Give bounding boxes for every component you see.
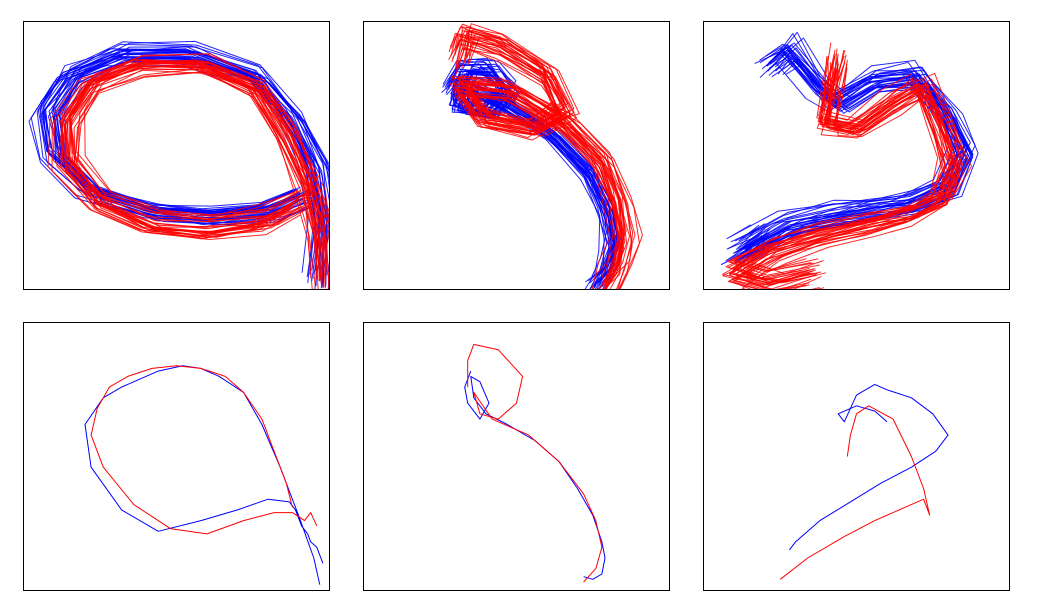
series-line-blue [84,365,324,585]
series-line-red-trial [745,54,953,289]
plot-area [720,31,979,289]
series-line-blue-trial [726,47,971,240]
series-line-red-trial [450,26,621,282]
series-line-red-trial [66,61,323,288]
series-line-red-trial [727,56,942,279]
series-line-blue-trial [51,50,320,271]
plot-area [84,365,324,585]
series-line-red-trial [729,57,953,272]
series-line-blue [464,370,606,580]
series-line-red-trial [59,62,329,289]
series-line-red-trial [77,62,320,281]
plot-area [779,383,949,580]
series-line-red [90,365,318,535]
series-line-blue-trial [746,60,973,258]
plot-area [464,343,606,583]
series-line-red-trial [69,61,323,282]
series-line-red-trial [74,71,320,276]
series-line-blue-trial [48,56,309,273]
series-line-red-trial [722,55,961,285]
series-line-red-trial [745,74,960,281]
series-line-blue-trial [43,48,323,277]
chart-panel-bottom-center [363,322,670,591]
series-line-red-trial [722,67,958,286]
series-line-red-trial [454,43,626,288]
chart-panel-top-center [363,21,670,290]
series-line-blue [789,383,949,551]
series-line-red-trial [61,61,329,226]
series-line-red-trial [729,49,951,286]
series-line-red-trial [455,48,625,286]
chart-panel-bottom-left [23,322,330,591]
series-line-red-trial [458,29,628,289]
series-line-red-trial [60,59,316,288]
plot-area [28,40,329,289]
series-line-red [779,405,931,580]
series-line-red-trial [70,63,326,288]
series-line-red-trial [453,35,623,282]
chart-panel-top-left [23,21,330,290]
chart-panel-bottom-right [703,322,1010,591]
series-line-red-trial [69,53,329,243]
series-line-red-trial [742,55,950,284]
plot-area [441,23,643,289]
series-line-red-trial [51,65,324,288]
series-line-red-trial [68,53,329,238]
series-line-red [467,343,603,583]
series-line-red-trial [64,69,325,271]
chart-panel-top-right [703,21,1010,290]
series-line-blue-trial [59,60,325,283]
series-line-red-trial [68,61,328,263]
series-line-red-trial [458,23,630,288]
series-line-red-trial [725,50,969,281]
series-line-red-trial [68,61,329,223]
series-line-red-trial [468,36,620,289]
series-line-red-trial [456,26,611,289]
